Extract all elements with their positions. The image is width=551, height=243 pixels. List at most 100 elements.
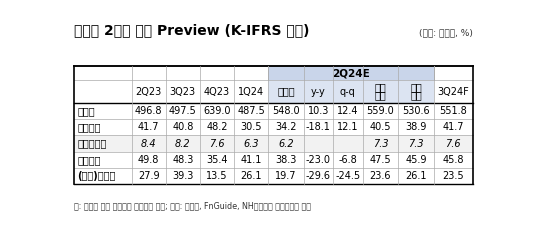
Text: 26.1: 26.1: [406, 171, 427, 181]
Text: 48.2: 48.2: [206, 122, 228, 132]
Text: 3Q23: 3Q23: [170, 87, 196, 96]
Bar: [234, 80, 268, 103]
Text: -23.0: -23.0: [306, 155, 331, 165]
Text: 39.3: 39.3: [172, 171, 193, 181]
Bar: [434, 168, 473, 184]
Text: 49.8: 49.8: [138, 155, 159, 165]
Text: 40.5: 40.5: [370, 122, 391, 132]
Text: -18.1: -18.1: [306, 122, 331, 132]
Bar: [73, 119, 132, 135]
Bar: [363, 119, 398, 135]
Text: 19.7: 19.7: [275, 171, 296, 181]
Bar: [398, 168, 434, 184]
Text: 2Q23: 2Q23: [136, 87, 162, 96]
Text: 548.0: 548.0: [272, 106, 300, 116]
Bar: [304, 80, 333, 103]
Bar: [132, 135, 166, 152]
Text: 497.5: 497.5: [169, 106, 197, 116]
Text: 7.6: 7.6: [209, 139, 225, 148]
Bar: [268, 152, 304, 168]
Bar: [234, 135, 268, 152]
Bar: [73, 152, 132, 168]
Text: 7.3: 7.3: [372, 139, 388, 148]
Text: 26.1: 26.1: [240, 171, 262, 181]
Bar: [234, 119, 268, 135]
Text: -6.8: -6.8: [338, 155, 357, 165]
Text: y-y: y-y: [311, 87, 326, 96]
Bar: [200, 66, 234, 80]
Bar: [200, 152, 234, 168]
Bar: [73, 135, 132, 152]
Bar: [363, 80, 398, 103]
Text: 41.1: 41.1: [240, 155, 262, 165]
Bar: [200, 103, 234, 119]
Text: 27.9: 27.9: [138, 171, 159, 181]
Bar: [166, 103, 200, 119]
Bar: [363, 135, 398, 152]
Bar: [304, 168, 333, 184]
Bar: [333, 135, 363, 152]
Bar: [268, 135, 304, 152]
Text: 1Q24: 1Q24: [238, 87, 264, 96]
Text: 559.0: 559.0: [366, 106, 395, 116]
Bar: [166, 80, 200, 103]
Text: 23.6: 23.6: [370, 171, 391, 181]
Bar: [434, 135, 473, 152]
Bar: [132, 103, 166, 119]
Text: 12.1: 12.1: [337, 122, 359, 132]
Bar: [132, 119, 166, 135]
Bar: [398, 119, 434, 135]
Text: 4Q23: 4Q23: [204, 87, 230, 96]
Text: 487.5: 487.5: [237, 106, 265, 116]
Bar: [304, 152, 333, 168]
Bar: [166, 66, 200, 80]
Bar: [268, 103, 304, 119]
Bar: [333, 119, 363, 135]
Text: 41.7: 41.7: [442, 122, 464, 132]
Text: (단위: 십억원, %): (단위: 십억원, %): [419, 29, 473, 38]
Text: 예상치: 예상치: [277, 87, 295, 96]
Bar: [363, 168, 398, 184]
Text: 38.9: 38.9: [406, 122, 427, 132]
Bar: [434, 80, 473, 103]
Bar: [363, 103, 398, 119]
Bar: [398, 80, 434, 103]
Text: 12.4: 12.4: [337, 106, 359, 116]
Text: 주: 광고사 회계 매출액은 취급고에 해당; 자료: 이노션, FnGuide, NH투자증권 리서치본부 전망: 주: 광고사 회계 매출액은 취급고에 해당; 자료: 이노션, FnGuide…: [73, 201, 311, 210]
Bar: [268, 119, 304, 135]
Text: 7.6: 7.6: [445, 139, 461, 148]
Bar: [434, 152, 473, 168]
Bar: [333, 103, 363, 119]
Text: 35.4: 35.4: [206, 155, 228, 165]
Bar: [132, 80, 166, 103]
Bar: [200, 80, 234, 103]
Text: 매출액: 매출액: [77, 106, 95, 116]
Text: 세전이익: 세전이익: [77, 155, 101, 165]
Bar: [166, 152, 200, 168]
Text: q-q: q-q: [340, 87, 356, 96]
Text: 45.8: 45.8: [442, 155, 464, 165]
Text: 3Q24F: 3Q24F: [437, 87, 469, 96]
Text: 30.5: 30.5: [240, 122, 262, 132]
Text: 2Q24E: 2Q24E: [332, 68, 370, 78]
Text: 컨센: 컨센: [410, 82, 422, 92]
Bar: [73, 66, 132, 80]
Text: 45.9: 45.9: [406, 155, 427, 165]
Bar: [304, 119, 333, 135]
Bar: [132, 152, 166, 168]
Text: 47.5: 47.5: [370, 155, 391, 165]
Text: 서스: 서스: [410, 90, 422, 100]
Text: 34.2: 34.2: [275, 122, 296, 132]
Bar: [234, 152, 268, 168]
Bar: [166, 119, 200, 135]
Text: 10.3: 10.3: [308, 106, 329, 116]
Bar: [73, 80, 132, 103]
Bar: [268, 168, 304, 184]
Text: 6.2: 6.2: [278, 139, 294, 148]
Text: 551.8: 551.8: [439, 106, 467, 116]
Bar: [434, 103, 473, 119]
Bar: [398, 103, 434, 119]
Bar: [166, 168, 200, 184]
Text: 530.6: 530.6: [402, 106, 430, 116]
Text: -29.6: -29.6: [306, 171, 331, 181]
